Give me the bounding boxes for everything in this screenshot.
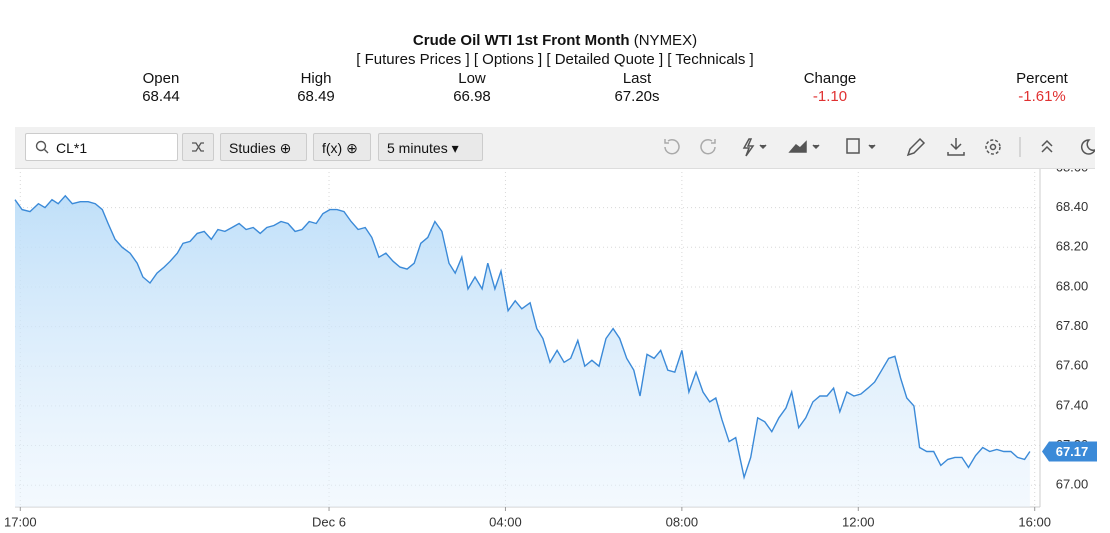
collapse[interactable] bbox=[1041, 139, 1053, 153]
studies-button[interactable]: Studies ⊕ bbox=[220, 133, 307, 161]
price-line bbox=[14, 194, 1031, 480]
quote: Change -1.10 bbox=[770, 70, 890, 106]
chart: 67.0067.2067.4067.6067.8068.0068.2068.40… bbox=[4, 160, 1097, 529]
compare-button[interactable] bbox=[182, 133, 214, 161]
last-price-tag bbox=[1042, 441, 1097, 462]
x-tick-label: Dec 6 bbox=[312, 514, 346, 529]
download[interactable] bbox=[947, 138, 965, 156]
x-tick-label: 08:00 bbox=[666, 514, 699, 529]
area-fill bbox=[15, 195, 1030, 508]
fx-button[interactable]: f(x) ⊕ bbox=[313, 133, 371, 161]
interval: 5 minutes bbox=[387, 140, 448, 156]
quote-value: 68.44 bbox=[142, 88, 180, 105]
exchange: (NYMEX) bbox=[633, 32, 698, 49]
y-tick-label: 68.00 bbox=[1056, 278, 1089, 293]
interval-button[interactable]: 5 minutes ▾ bbox=[378, 133, 483, 161]
quote-label: Percent bbox=[1016, 70, 1068, 87]
y-tick-label: 67.80 bbox=[1056, 318, 1089, 333]
quote-label: Open bbox=[142, 70, 180, 87]
layout[interactable] bbox=[846, 138, 860, 154]
quote-label: Change bbox=[803, 70, 857, 87]
theme[interactable] bbox=[1080, 139, 1095, 155]
quote-value: 68.49 bbox=[297, 88, 335, 105]
link[interactable]: [ Futures Prices ] bbox=[356, 51, 470, 68]
events[interactable] bbox=[742, 138, 755, 157]
quote: Open 68.44 bbox=[101, 70, 221, 106]
quote: Percent -1.61% bbox=[982, 70, 1102, 106]
undo[interactable] bbox=[664, 139, 680, 155]
caret bbox=[868, 144, 876, 150]
link[interactable]: [ Detailed Quote ] bbox=[546, 51, 664, 68]
quote: Low 66.98 bbox=[412, 70, 532, 106]
quote-value: 66.98 bbox=[453, 88, 491, 105]
search-icon bbox=[35, 140, 49, 154]
y-tick-label: 67.60 bbox=[1056, 358, 1089, 373]
link[interactable]: [ Technicals ] bbox=[667, 51, 754, 68]
settings[interactable] bbox=[985, 139, 1001, 155]
symbol-search[interactable]: CL*1 bbox=[25, 133, 178, 161]
quote-value: 67.20s bbox=[614, 88, 660, 105]
y-tick-label: 67.40 bbox=[1056, 397, 1089, 412]
quote-label: Last bbox=[622, 70, 652, 87]
x-tick-label: 12:00 bbox=[842, 514, 875, 529]
toolbar: CL*1 Studies ⊕ f(x) ⊕ 5 minutes ▾ bbox=[15, 127, 1095, 169]
caret bbox=[812, 144, 820, 150]
y-tick-label: 68.40 bbox=[1056, 199, 1089, 214]
icon bbox=[192, 142, 204, 152]
y-tick-label: 67.00 bbox=[1056, 477, 1089, 492]
title-row: Crude Oil WTI 1st Front Month (NYMEX) bbox=[0, 32, 1110, 49]
settings-hub bbox=[989, 143, 997, 151]
quote: Last 67.20s bbox=[577, 70, 697, 106]
studies: Studies bbox=[229, 140, 276, 156]
fx: f(x) bbox=[322, 140, 343, 156]
toolbar-icons bbox=[664, 137, 1095, 157]
quote: High 68.49 bbox=[256, 70, 376, 106]
symbol: CL*1 bbox=[56, 140, 88, 156]
chart-type[interactable] bbox=[788, 140, 807, 153]
title: Crude Oil WTI 1st Front Month bbox=[412, 32, 630, 49]
draw[interactable] bbox=[906, 137, 926, 157]
last-price-label: 67.17 bbox=[1056, 444, 1089, 459]
x-tick-label: 17:00 bbox=[4, 514, 37, 529]
x-tick-label: 16:00 bbox=[1018, 514, 1051, 529]
quote-value: -1.61% bbox=[1018, 88, 1066, 105]
quote-value: -1.10 bbox=[812, 88, 848, 105]
links: [ Futures Prices ] [ Options ] [ Detaile… bbox=[0, 51, 1110, 68]
caret bbox=[759, 144, 767, 150]
redo[interactable] bbox=[700, 139, 716, 155]
link[interactable]: [ Options ] bbox=[473, 51, 543, 68]
quote-label: High bbox=[300, 70, 332, 87]
quote-label: Low bbox=[458, 70, 486, 87]
y-tick-label: 68.20 bbox=[1056, 239, 1089, 254]
x-tick-label: 04:00 bbox=[489, 514, 522, 529]
